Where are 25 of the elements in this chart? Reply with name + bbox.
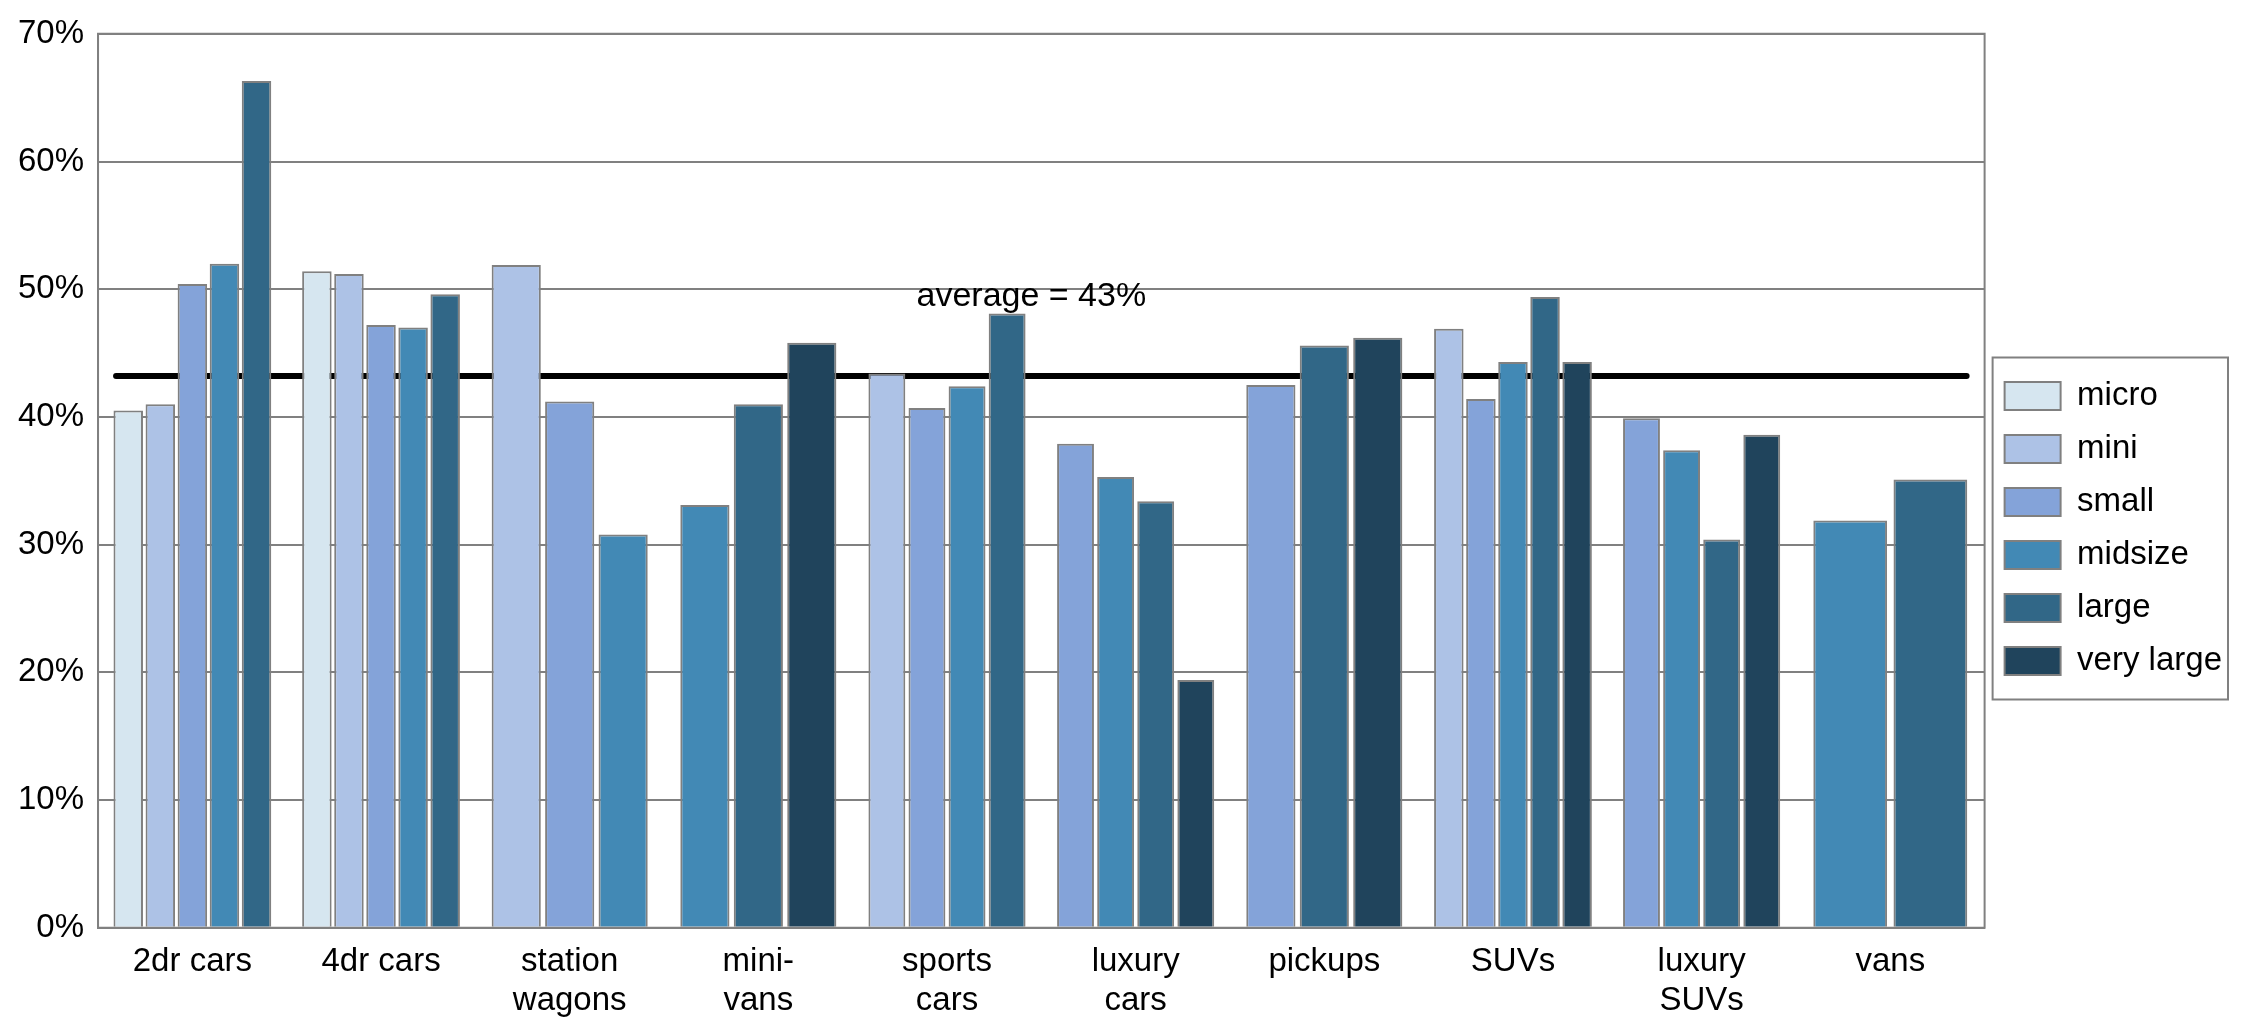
legend-label: mini [2077,428,2138,466]
y-tick-label: 60% [17,140,85,178]
x-tick-label: mini- vans [722,940,795,1018]
y-tick-label: 40% [17,396,85,434]
x-tick-label: luxury cars [1091,940,1181,1018]
y-tick-label: 0% [36,906,85,944]
x-tick-label: luxury SUVs [1657,940,1747,1018]
x-tick-label: pickups [1268,940,1381,978]
legend-label: large [2077,587,2151,625]
x-tick-label: 4dr cars [321,940,441,978]
x-tick-label: 2dr cars [132,940,252,978]
x-tick-label: SUVs [1470,940,1556,978]
legend-label: midsize [2077,534,2189,572]
legend-label: very large [2077,640,2222,678]
y-tick-label: 30% [17,523,85,561]
ref-line-label: average = 43% [916,275,1147,314]
x-tick-label: sports cars [902,940,992,1018]
x-tick-label: vans [1855,940,1926,978]
y-tick-label: 50% [17,268,85,306]
y-tick-label: 70% [17,12,85,50]
legend-label: small [2077,481,2155,519]
y-tick-label: 20% [17,651,85,689]
x-tick-label: station wagons [511,940,627,1018]
legend-label: micro [2077,375,2158,413]
y-tick-label: 10% [17,779,85,817]
